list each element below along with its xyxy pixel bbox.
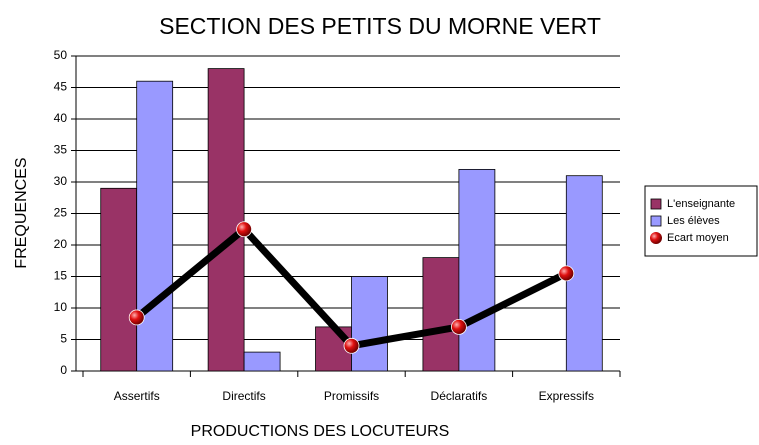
x-tick-label: Expressifs: [539, 389, 594, 403]
bar: [458, 168, 496, 372]
y-tick-label: 40: [54, 111, 68, 125]
legend-label: Les élèves: [667, 215, 720, 227]
marker: [343, 337, 360, 354]
legend-box: [644, 185, 758, 257]
x-tick-label: Assertifs: [114, 389, 160, 403]
bar: [351, 276, 388, 372]
legend-label: Ecart moyen: [667, 232, 729, 244]
y-tick-label: 50: [54, 48, 68, 62]
x-tick-label: Directifs: [222, 389, 265, 403]
x-tick-label: Déclaratifs: [431, 389, 488, 403]
chart-title: SECTION DES PETITS DU MORNE VERT: [159, 13, 601, 39]
y-tick-label: 25: [54, 206, 68, 220]
legend-swatch: [650, 198, 662, 210]
marker: [128, 309, 145, 326]
x-axis-label: PRODUCTIONS DES LOCUTEURS: [191, 423, 450, 440]
marker: [450, 318, 467, 335]
legend-swatch: [650, 215, 662, 227]
marker: [236, 221, 253, 238]
bar: [207, 68, 245, 372]
marker: [558, 265, 575, 282]
bar: [422, 257, 460, 372]
legend-marker: [650, 232, 662, 244]
bar: [136, 80, 174, 372]
y-axis-label: FREQUENCES: [13, 157, 30, 268]
y-tick-label: 5: [60, 332, 67, 346]
bar: [243, 351, 281, 372]
y-tick-label: 15: [54, 269, 68, 283]
y-tick-label: 10: [54, 300, 68, 314]
y-tick-label: 30: [54, 174, 68, 188]
y-tick-label: 0: [60, 363, 67, 377]
legend-label: L'enseignante: [667, 198, 735, 210]
y-tick-label: 45: [54, 80, 68, 94]
y-tick-label: 20: [54, 237, 68, 251]
bar: [100, 187, 138, 372]
x-tick-label: Promissifs: [324, 389, 379, 403]
y-tick-label: 35: [54, 143, 68, 157]
